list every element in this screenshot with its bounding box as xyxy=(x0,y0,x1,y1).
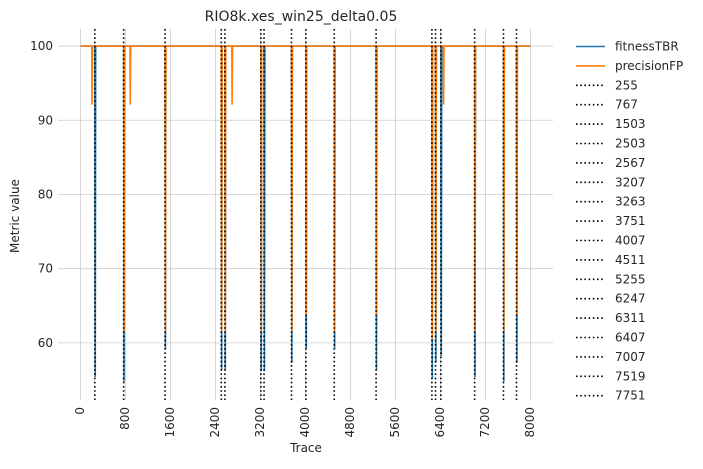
vline-layer xyxy=(94,29,518,400)
legend-entry: 3263 xyxy=(576,195,646,209)
x-tick-label: 2400 xyxy=(208,407,222,438)
chart-title: RIO8k.xes_win25_delta0.05 xyxy=(205,9,398,25)
x-tick-label: 3200 xyxy=(253,407,267,438)
legend-entry: 767 xyxy=(576,98,638,112)
y-tick-label: 80 xyxy=(38,187,53,201)
legend-entry: 2503 xyxy=(576,137,646,151)
legend-label: 7519 xyxy=(615,369,646,383)
y-axis-ticks: 60 70 80 90 100 xyxy=(30,39,53,350)
legend-label: 6407 xyxy=(615,331,646,345)
legend-label: 2567 xyxy=(615,156,646,170)
legend-entry: 3751 xyxy=(576,214,646,228)
x-tick-label: 5600 xyxy=(388,407,402,438)
series-line-precisionFP xyxy=(80,45,531,340)
legend-label: 4511 xyxy=(615,253,646,267)
x-tick-label: 7200 xyxy=(478,407,492,438)
legend-entry: precisionFP xyxy=(576,59,683,73)
x-tick-label: 6400 xyxy=(433,407,447,438)
legend-entry: 7519 xyxy=(576,369,646,383)
legend-entry: 7007 xyxy=(576,350,646,364)
legend-label: 6247 xyxy=(615,292,646,306)
legend-label: 4007 xyxy=(615,234,646,248)
legend-entry: 255 xyxy=(576,78,638,92)
legend-label: 1503 xyxy=(615,117,646,131)
legend-entry: 6311 xyxy=(576,311,646,325)
y-tick-label: 100 xyxy=(30,39,53,53)
legend-label: 5255 xyxy=(615,272,646,286)
legend-entry: fitnessTBR xyxy=(576,40,679,54)
legend-entry: 4511 xyxy=(576,253,646,267)
y-tick-label: 90 xyxy=(38,113,53,127)
legend-entry: 6247 xyxy=(576,292,646,306)
x-axis-ticks: 0 800 1600 2400 3200 4000 4800 5600 6400 7200 8000 xyxy=(73,407,537,438)
legend-entry: 5255 xyxy=(576,272,646,286)
legend-label: 767 xyxy=(615,98,638,112)
legend-entry: 3207 xyxy=(576,175,646,189)
legend-entry: 1503 xyxy=(576,117,646,131)
legend-label: 255 xyxy=(615,78,638,92)
legend-entry: 6407 xyxy=(576,331,646,345)
x-tick-label: 4000 xyxy=(298,407,312,438)
x-tick-label: 4800 xyxy=(343,407,357,438)
x-tick-label: 800 xyxy=(118,407,132,430)
y-axis-label: Metric value xyxy=(8,179,22,253)
x-tick-label: 1600 xyxy=(163,407,177,438)
legend-label: 3263 xyxy=(615,195,646,209)
y-tick-label: 60 xyxy=(38,336,53,350)
legend-label: 2503 xyxy=(615,137,646,151)
legend-entry: 4007 xyxy=(576,234,646,248)
legend-label: 3207 xyxy=(615,175,646,189)
legend-entry: 7751 xyxy=(576,389,646,403)
x-axis-label: Trace xyxy=(289,441,322,455)
y-tick-label: 70 xyxy=(38,262,53,276)
legend-label: 3751 xyxy=(615,214,646,228)
x-tick-label: 8000 xyxy=(523,407,537,438)
legend-label: 7751 xyxy=(615,389,646,403)
x-tick-label: 0 xyxy=(73,407,87,415)
legend-entry: 2567 xyxy=(576,156,646,170)
legend-label: 6311 xyxy=(615,311,646,325)
legend-label: fitnessTBR xyxy=(615,40,679,54)
legend: fitnessTBR precisionFP 255 767 1503 2503 2567 3… xyxy=(576,40,683,403)
legend-label: precisionFP xyxy=(615,59,683,73)
legend-label: 7007 xyxy=(615,350,646,364)
